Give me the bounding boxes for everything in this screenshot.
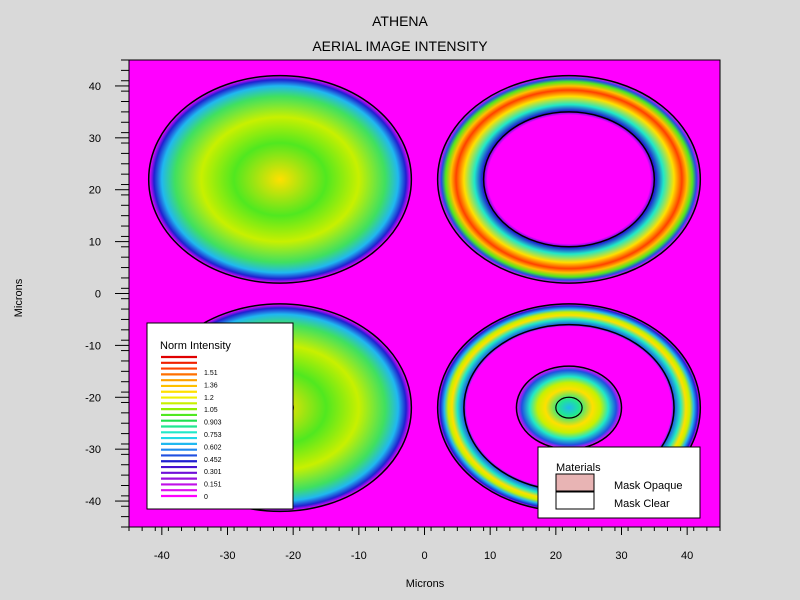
legend-value-label: 1.05 [204,407,218,414]
x-tick-label: -10 [351,550,367,562]
y-tick-label: -20 [85,392,101,404]
legend-value-label: 0.903 [204,420,222,427]
feature-1-inner-contour [482,111,656,248]
mask-clear-label: Mask Clear [614,498,670,510]
materials-legend-title: Materials [556,462,601,474]
chart-title: ATHENA [372,13,428,29]
mask-opaque-swatch [555,473,595,492]
x-tick-label: 40 [681,550,693,562]
x-tick-label: -30 [220,550,236,562]
y-tick-label: 0 [95,289,101,301]
feature-1-outer-contour [436,74,702,284]
feature-4-center-contour [555,396,583,419]
x-tick-label: 20 [550,550,562,562]
y-tick-label: 10 [89,237,101,249]
legend-value-label: 0.602 [204,444,222,451]
x-tick-label: -20 [285,550,301,562]
materials-legend: Materials Mask Opaque Mask Clear [537,446,701,519]
feature-1 [437,75,701,284]
x-tick-label: -40 [154,550,170,562]
legend-value-label: 1.36 [204,382,218,389]
legend-value-label: 0.151 [204,482,222,489]
legend-value-label: 1.51 [204,370,218,377]
x-tick-label: 30 [615,550,627,562]
y-tick-label: -40 [85,496,101,508]
legend-value-label: 0.301 [204,469,222,476]
mask-opaque-label: Mask Opaque [614,480,682,492]
legend-value-label: 0 [204,494,208,501]
legend-value-label: 1.2 [204,395,214,402]
y-tick-label: -30 [85,444,101,456]
intensity-legend: Norm Intensity 1.51 1.36 1.2 1.05 0.903 0.753… [146,322,294,510]
x-axis-label: Microns [405,578,445,590]
intensity-legend-title: Norm Intensity [160,340,231,352]
feature-0-outer-contour [147,74,413,284]
legend-value-label: 0.452 [204,457,222,464]
feature-4 [516,366,622,450]
y-tick-label: 40 [89,81,101,93]
y-tick-label: -10 [85,340,101,352]
feature-0 [148,75,412,284]
chart-subtitle: AERIAL IMAGE INTENSITY [312,38,488,54]
x-tick-label: 0 [421,550,427,562]
y-tick-label: 20 [89,185,101,197]
mask-clear-swatch [555,491,595,510]
axes: -40 -30 -20 -10 0 10 20 30 40 40 30 20 10 0 -10 -20 -30 -… [85,59,721,562]
x-tick-label: 10 [484,550,496,562]
y-tick-label: 30 [89,133,101,145]
legend-value-label: 0.753 [204,432,222,439]
